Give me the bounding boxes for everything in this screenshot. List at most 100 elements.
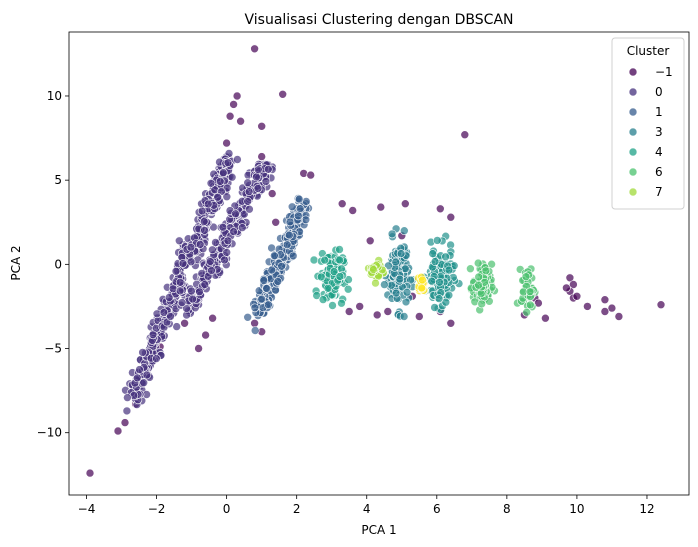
data-point — [257, 294, 267, 304]
data-point — [152, 354, 161, 363]
data-point — [477, 299, 487, 309]
data-point — [177, 298, 187, 307]
data-point — [178, 259, 188, 268]
data-point — [227, 172, 237, 182]
data-point — [278, 90, 288, 99]
data-point — [175, 277, 185, 287]
data-point — [197, 206, 207, 216]
data-point — [293, 211, 303, 221]
x-tick-label: −4 — [78, 502, 96, 516]
data-point — [318, 295, 328, 304]
data-point — [337, 199, 347, 208]
data-point — [270, 251, 279, 261]
data-point — [135, 365, 144, 374]
y-axis-ticks: −10 −5 0 5 10 — [37, 89, 69, 440]
data-point — [474, 272, 484, 282]
data-point — [182, 304, 191, 313]
legend-label: 6 — [655, 165, 663, 179]
data-point — [229, 100, 238, 109]
x-tick-label: 6 — [433, 502, 441, 516]
data-point — [444, 265, 454, 275]
data-point — [376, 202, 386, 212]
data-point — [200, 280, 210, 289]
data-point — [171, 266, 181, 276]
data-point — [309, 255, 319, 265]
data-point — [218, 222, 228, 232]
legend-box — [611, 37, 685, 210]
data-point — [562, 283, 571, 293]
x-tick-label: −2 — [148, 502, 166, 516]
data-point — [466, 264, 475, 274]
data-point — [656, 300, 666, 310]
data-point — [250, 303, 260, 313]
data-point — [243, 178, 252, 187]
data-point — [122, 406, 132, 416]
data-point — [391, 257, 401, 267]
data-point — [288, 251, 298, 261]
data-point — [522, 307, 532, 317]
y-tick-label: −5 — [44, 342, 62, 356]
data-point — [525, 300, 535, 310]
data-point — [329, 267, 339, 276]
data-point — [166, 312, 175, 321]
data-point — [371, 278, 380, 288]
legend-marker — [628, 67, 638, 77]
y-tick-label: 10 — [47, 89, 62, 103]
data-point — [446, 212, 456, 222]
data-point — [344, 307, 354, 316]
legend-marker — [628, 87, 638, 97]
data-point — [195, 287, 204, 297]
data-point — [365, 236, 375, 246]
data-point — [614, 312, 624, 321]
data-point — [223, 236, 233, 246]
data-point — [481, 266, 491, 276]
data-point — [250, 326, 260, 335]
legend-label: 0 — [655, 85, 663, 99]
points-layer — [85, 44, 666, 478]
data-point — [299, 169, 309, 178]
data-point — [207, 266, 216, 275]
data-point — [245, 204, 254, 214]
data-point — [220, 255, 229, 265]
x-tick-label: 8 — [503, 502, 511, 516]
data-point — [391, 288, 401, 298]
data-point — [417, 283, 427, 293]
data-point — [175, 236, 184, 246]
data-point — [206, 257, 215, 266]
data-point — [414, 312, 424, 321]
data-point — [335, 272, 345, 281]
data-point — [399, 312, 409, 321]
legend-title: Cluster — [627, 44, 670, 58]
data-point — [320, 255, 330, 265]
data-point — [219, 168, 228, 177]
data-point — [369, 265, 378, 274]
x-axis-label: PCA 1 — [361, 523, 396, 537]
data-point — [446, 318, 456, 328]
data-point — [225, 111, 235, 121]
data-point — [312, 291, 322, 300]
chart-title: Visualisasi Clustering dengan DBSCAN — [245, 12, 514, 28]
data-point — [215, 177, 225, 186]
data-point — [435, 277, 444, 287]
data-point — [583, 302, 592, 311]
data-point — [208, 245, 217, 255]
data-point — [282, 240, 292, 249]
data-point — [418, 275, 427, 285]
x-tick-label: 12 — [639, 502, 654, 516]
data-point — [380, 280, 389, 289]
data-point — [222, 138, 231, 148]
x-tick-label: 2 — [293, 502, 301, 516]
data-point — [187, 286, 196, 296]
data-point — [441, 297, 451, 307]
data-point — [257, 152, 267, 161]
legend: Cluster −1 0 1 3 4 6 7 — [611, 37, 685, 210]
data-point — [152, 309, 162, 319]
data-point — [534, 298, 543, 308]
data-point — [387, 229, 397, 239]
data-point — [271, 218, 281, 227]
data-point — [600, 295, 610, 305]
legend-entries: −1 0 1 3 4 6 7 — [628, 65, 673, 199]
data-point — [175, 286, 185, 296]
data-point — [427, 276, 437, 286]
